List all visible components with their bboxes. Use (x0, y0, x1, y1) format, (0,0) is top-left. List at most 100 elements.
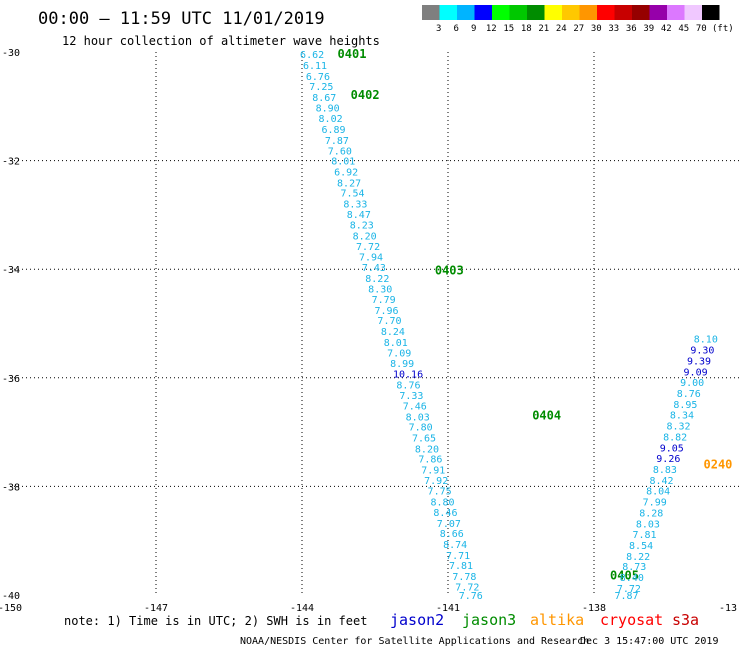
y-tick-label: -40 (2, 591, 20, 602)
legend-swatch (474, 5, 492, 20)
wave-height-point: 8.80 (430, 498, 454, 509)
legend-swatch (457, 5, 475, 20)
legend-swatch-label: 30 (591, 24, 602, 34)
wave-height-point: 6.11 (303, 61, 327, 72)
legend-swatch-label: 15 (503, 24, 514, 34)
wave-height-point: 8.34 (670, 411, 694, 422)
wave-height-point: 7.96 (375, 306, 399, 317)
chart-subtitle: 12 hour collection of altimeter wave hei… (62, 34, 380, 48)
wave-height-point: 7.78 (452, 572, 476, 583)
legend-swatch-label: 70 (696, 24, 707, 34)
legend-swatch (579, 5, 597, 20)
wave-height-point: 8.40 (620, 573, 644, 584)
legend-swatch-label: 39 (643, 24, 654, 34)
time-label: 0402 (351, 88, 380, 102)
wave-height-point: 6.76 (306, 72, 330, 83)
wave-height-point: 7.65 (412, 434, 436, 445)
wave-height-point: 9.30 (690, 346, 714, 357)
wave-height-point: 8.10 (694, 335, 718, 346)
x-tick-label: -13 (719, 603, 737, 614)
legend-swatch (702, 5, 720, 20)
legend-swatch (614, 5, 632, 20)
legend-swatch-label: 6 (454, 24, 459, 34)
legend-swatch (439, 5, 457, 20)
footer-credit: NOAA/NESDIS Center for Satellite Applica… (240, 636, 589, 647)
legend-swatch (422, 5, 440, 20)
legend-swatch-label: 21 (538, 24, 549, 34)
x-tick-label: -144 (290, 603, 314, 614)
time-label: 0401 (338, 47, 367, 61)
time-label: 0403 (435, 264, 464, 278)
wave-height-point: 8.03 (406, 412, 430, 423)
wave-height-point: 6.62 (300, 50, 324, 61)
legend-swatch (562, 5, 580, 20)
chart-title: 00:00 – 11:59 UTC 11/01/2019 (38, 9, 325, 29)
wave-height-point: 8.02 (319, 114, 343, 125)
wave-height-point: 8.95 (673, 400, 697, 411)
legend-swatch (509, 5, 527, 20)
wave-height-point: 7.07 (437, 519, 461, 530)
legend-swatch-label: 18 (521, 24, 532, 34)
legend-swatch (684, 5, 702, 20)
legend-swatch (649, 5, 667, 20)
wave-height-point: 9.00 (680, 378, 704, 389)
time-label: 0240 (704, 458, 733, 472)
wave-height-point: 8.73 (622, 562, 646, 573)
wave-height-point: 7.99 (643, 498, 667, 509)
wave-height-point: 7.81 (449, 561, 473, 572)
wave-height-point: 7.80 (409, 423, 433, 434)
wave-height-point: 8.83 (653, 465, 677, 476)
legend-swatch (527, 5, 545, 20)
wave-height-point: 8.47 (347, 210, 371, 221)
wave-height-point: 7.72 (617, 584, 641, 595)
mission-altika: altika (530, 611, 584, 629)
legend-swatch (632, 5, 650, 20)
wave-height-point: 7.72 (356, 242, 380, 253)
wave-height-point: 8.74 (443, 540, 467, 551)
legend-swatch-label: 42 (661, 24, 672, 34)
mission-jason3: jason3 (462, 611, 516, 629)
mission-legend: jason2 jason3 altika cryosat s3a (390, 611, 699, 629)
wave-height-point: 7.43 (362, 263, 386, 274)
wave-height-point: 7.79 (372, 295, 396, 306)
wave-height-point: 7.87 (614, 591, 638, 602)
wave-height-point: 8.90 (316, 103, 340, 114)
wave-height-legend: 3 6 9 12 15 18 21 24 27 30 33 36 39 42 45 70 (422, 5, 720, 34)
x-tick-label: -138 (582, 603, 606, 614)
wave-height-point: 8.30 (368, 285, 392, 296)
wave-height-point: 8.01 (384, 338, 408, 349)
wave-height-point: 8.66 (440, 529, 464, 540)
track-altika: 7.877.728.408.738.228.547.818.038.287.99… (614, 335, 733, 602)
wave-height-point: 8.67 (312, 93, 336, 104)
wave-height-point: 7.54 (340, 189, 364, 200)
y-tick-label: -38 (2, 482, 20, 493)
legend-swatch-label: 36 (626, 24, 637, 34)
wave-height-point: 8.20 (415, 444, 439, 455)
wave-height-point: 7.86 (418, 455, 442, 466)
wave-height-point: 7.46 (403, 401, 427, 412)
wave-height-point: 9.39 (687, 356, 711, 367)
wave-height-point: 7.25 (309, 82, 333, 93)
axis-tick-labels: -150 -147 -144 -141 -138 -13 -30 -32 -34 -36 -38 -4… (0, 48, 737, 614)
wave-height-point: 8.22 (365, 274, 389, 285)
satellite-tracks: 6.626.116.767.258.678.908.026.897.877.60… (300, 47, 733, 602)
footnote: note: 1) Time is in UTC; 2) SWH is in fe… (64, 614, 367, 628)
wave-height-point: 8.24 (381, 327, 405, 338)
footer-timestamp: Dec 3 15:47:00 UTC 2019 (580, 636, 718, 647)
wave-height-point: 8.20 (353, 232, 377, 243)
time-label: 0404 (532, 409, 561, 423)
wave-height-point: 8.32 (667, 422, 691, 433)
wave-height-point: 10.16 (393, 369, 423, 380)
plot-area: -150 -147 -144 -141 -138 -13 -30 -32 -34 -36 -38 -4… (0, 47, 740, 614)
wave-height-point: 7.71 (446, 551, 470, 562)
wave-height-point: 7.33 (399, 391, 423, 402)
legend-swatch (597, 5, 615, 20)
wave-height-point: 7.87 (325, 136, 349, 147)
mission-s3a: s3a (672, 611, 699, 629)
legend-swatch-label: 27 (573, 24, 584, 34)
mission-cryosat: cryosat (600, 611, 663, 629)
y-tick-label: -32 (2, 157, 20, 168)
legend-swatch (667, 5, 685, 20)
legend-swatch-label: 3 (436, 24, 441, 34)
